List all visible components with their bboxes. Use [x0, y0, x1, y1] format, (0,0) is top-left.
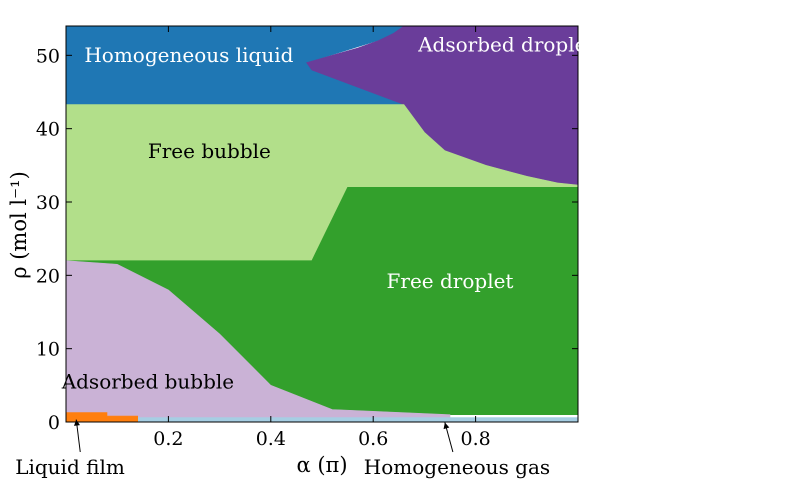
- y-tick-label: 0: [48, 412, 60, 434]
- y-tick-label: 30: [36, 192, 60, 214]
- plot-frame: [65, 25, 579, 423]
- region-adsorbed-bubble: [66, 260, 451, 422]
- region-label-free-bubble: Free bubble: [148, 139, 271, 163]
- y-tick-label: 20: [36, 265, 60, 287]
- region-label-homogeneous-liquid: Homogeneous liquid: [84, 43, 293, 67]
- x-tick-label: 0.8: [460, 428, 490, 450]
- region-label-adsorbed-bubble: Adsorbed bubble: [61, 369, 234, 393]
- annotation-label-homogeneous-gas: Homogeneous gas: [364, 455, 550, 479]
- annotation-label-liquid-film: Liquid film: [15, 455, 125, 479]
- annotation-arrow-head: [443, 422, 450, 430]
- region-labels: Homogeneous liquid Adsorbed droplet Free b…: [61, 33, 595, 394]
- x-tick-label: 0.4: [256, 428, 286, 450]
- x-axis-label: α (π): [296, 453, 347, 477]
- annotation-arrow-head: [73, 419, 80, 426]
- axis-ticks: 0.2 0.4 0.6 0.8 0 10 20 30 40 50: [36, 26, 578, 450]
- region-label-free-droplet: Free droplet: [387, 269, 514, 293]
- x-tick-label: 0.6: [358, 428, 388, 450]
- annotations: Liquid film Homogeneous gas: [15, 419, 550, 479]
- y-tick-label: 10: [36, 339, 60, 361]
- region-label-adsorbed-droplet: Adsorbed droplet: [417, 33, 594, 57]
- y-axis-label: ρ (mol l⁻¹): [7, 171, 31, 279]
- region-liquid-film: [66, 412, 138, 422]
- x-tick-label: 0.2: [153, 428, 183, 450]
- phase-regions: [66, 26, 578, 422]
- y-tick-label: 40: [36, 119, 60, 141]
- region-homogeneous-gas: [137, 417, 578, 422]
- y-tick-label: 50: [36, 45, 60, 67]
